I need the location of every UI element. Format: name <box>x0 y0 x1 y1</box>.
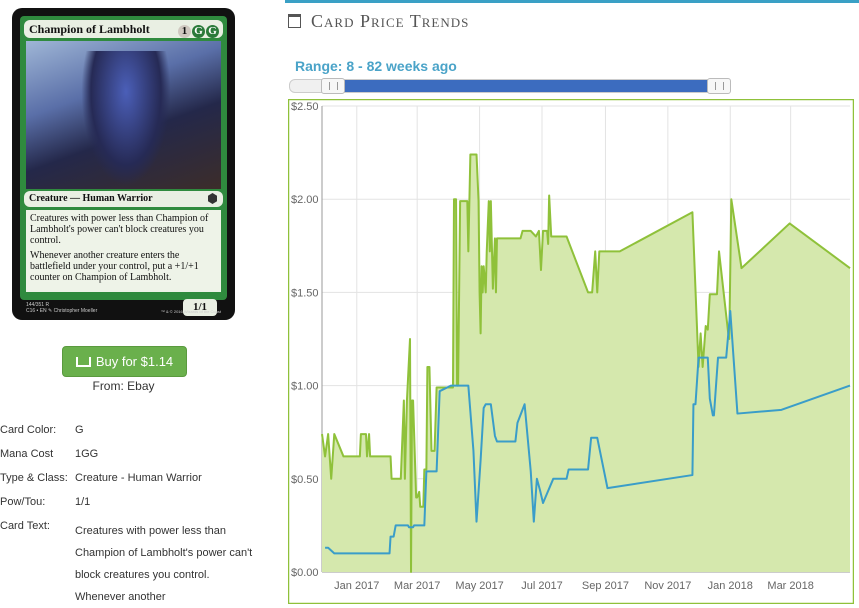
series-line-blue <box>325 310 851 555</box>
header-accent-bar <box>285 0 859 3</box>
card-art <box>26 41 221 189</box>
x-tick-label: Mar 2017 <box>394 580 440 592</box>
card-collector-number: 144/351 R <box>26 302 50 308</box>
x-tick-label: May 2017 <box>455 580 503 592</box>
y-tick-label: $2.00 <box>291 194 319 206</box>
card-rules-text-1: Creatures with power less than Champion … <box>30 213 209 246</box>
y-tick-label: $1.50 <box>291 287 319 299</box>
card-rules-text-2: Whenever another creature enters the bat… <box>30 250 199 283</box>
detail-label: Mana Cost <box>0 448 54 460</box>
card-artist-line: C16 • EN ✎ Christopher Moeller <box>26 308 98 314</box>
series-line-green <box>321 153 851 573</box>
card-footer: 144/351 R C16 • EN ✎ Christopher Moeller <box>26 302 97 314</box>
x-tick-label: Jan 2018 <box>708 580 753 592</box>
range-slider[interactable] <box>289 78 731 94</box>
range-label: Range: 8 - 82 weeks ago <box>295 58 457 74</box>
price-trends-title-text: Card Price Trends <box>311 11 470 31</box>
buy-button-label: Buy for $1.14 <box>95 354 174 369</box>
detail-value: 1/1 <box>75 496 91 508</box>
detail-value: Creature - Human Warrior <box>75 472 202 484</box>
card-type-line: Creature — Human Warrior <box>24 191 223 207</box>
x-tick-label: Jul 2017 <box>521 580 563 592</box>
range-slider-handle-right[interactable] <box>707 78 731 94</box>
card-name: Champion of Lambholt <box>29 22 150 36</box>
mana-green-icon: G <box>192 25 205 38</box>
y-tick-label: $0.50 <box>291 474 319 486</box>
detail-value: G <box>75 424 84 436</box>
y-tick-label: $1.00 <box>291 381 319 393</box>
price-trends-title: Card Price Trends <box>288 11 469 32</box>
detail-card-text-value: Creatures with power less than Champion … <box>75 525 253 603</box>
mana-green-icon: G <box>206 25 219 38</box>
detail-value: 1GG <box>75 448 99 460</box>
card-copyright: ™ & © 2016 Wizards of the Coast <box>160 309 221 314</box>
x-tick-label: Nov 2017 <box>644 580 691 592</box>
buy-button[interactable]: Buy for $1.14 <box>62 346 187 377</box>
card-type-text: Creature — Human Warrior <box>29 193 153 204</box>
detail-label: Type & Class: <box>0 472 68 484</box>
detail-label: Card Text: <box>0 520 50 532</box>
y-tick-label: $2.50 <box>291 101 319 113</box>
x-tick-label: Jan 2017 <box>334 580 379 592</box>
detail-label: Pow/Tou: <box>0 496 46 508</box>
y-tick-label: $0.00 <box>291 567 319 579</box>
card-text-box: Creatures with power less than Champion … <box>26 210 221 292</box>
price-trend-chart: $0.00 $0.50 $1.00 $1.50 $2.00 $2.50 Jan 2017 Ma… <box>288 99 854 604</box>
range-slider-selection[interactable] <box>332 80 718 92</box>
range-slider-handle-left[interactable] <box>321 78 345 94</box>
detail-label: Card Color: <box>0 424 57 436</box>
cart-icon <box>75 356 91 367</box>
x-tick-label: Mar 2018 <box>767 580 813 592</box>
card-power-toughness: 1/1 <box>183 299 217 316</box>
seller-label: From: Ebay <box>92 379 155 393</box>
calendar-icon <box>288 13 301 28</box>
set-symbol-icon <box>208 193 217 204</box>
card-art-figure <box>81 51 171 186</box>
x-tick-label: Sep 2017 <box>582 580 629 592</box>
mana-generic-icon: 1 <box>178 25 191 38</box>
